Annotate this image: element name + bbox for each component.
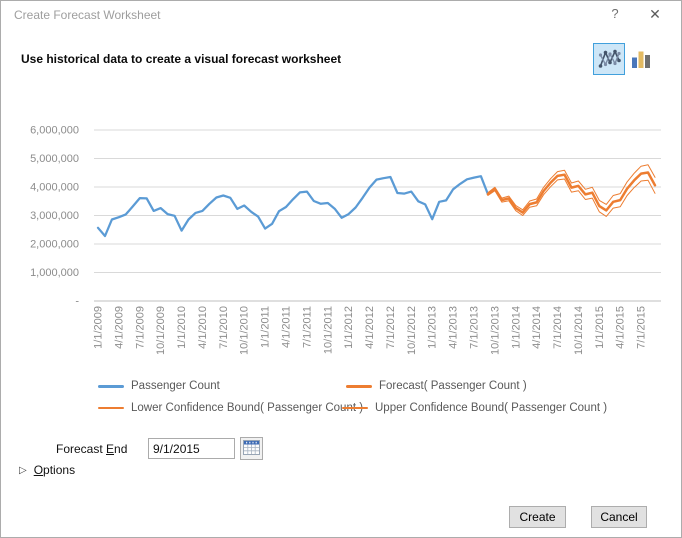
x-axis-label: 4/1/2014 — [531, 306, 543, 349]
x-axis-label: 7/1/2011 — [301, 306, 313, 348]
help-button[interactable]: ? — [603, 4, 627, 24]
x-axis-label: 1/1/2009 — [93, 306, 105, 349]
x-axis-label: 7/1/2015 — [636, 306, 648, 349]
line-chart-icon — [597, 46, 622, 73]
y-axis-label: 3,000,000 — [30, 210, 79, 222]
x-axis-label: 1/1/2012 — [343, 306, 355, 349]
x-axis-label: 7/1/2013 — [469, 306, 481, 349]
legend-swatch-forecast — [346, 384, 372, 388]
help-icon: ? — [611, 6, 619, 21]
x-axis-label: 4/1/2010 — [197, 306, 209, 349]
forecast-end-label: Forecast End — [56, 442, 128, 456]
x-axis-label: 4/1/2009 — [113, 306, 125, 349]
y-axis-label: 2,000,000 — [30, 239, 79, 251]
series-passenger-count — [96, 175, 490, 238]
cancel-button[interactable]: Cancel — [591, 506, 647, 528]
close-button[interactable]: ✕ — [643, 4, 667, 24]
dialog-subtitle: Use historical data to create a visual f… — [21, 52, 342, 66]
x-axis-label: 4/1/2013 — [448, 306, 460, 349]
x-axis-label: 7/1/2014 — [552, 306, 564, 349]
series-lower-confidence-bound — [487, 178, 656, 217]
legend-label: Upper Confidence Bound( Passenger Count … — [375, 402, 608, 414]
forecast-end-input[interactable] — [148, 438, 235, 459]
expand-triangle-icon: ▷ — [19, 464, 27, 476]
bar-chart-icon — [630, 48, 652, 73]
series-forecast — [486, 171, 657, 214]
x-axis-label: 1/1/2015 — [594, 306, 606, 349]
x-axis-label: 10/1/2013 — [489, 306, 501, 355]
forecast-preview-chart: 6,000,000 5,000,000 4,000,000 3,000,000 2,00… — [30, 125, 661, 355]
calendar-icon — [243, 439, 260, 458]
legend-label: Forecast( Passenger Count ) — [379, 380, 527, 392]
legend-item-forecast: Forecast( Passenger Count ) — [346, 379, 527, 393]
date-picker-button[interactable] — [240, 437, 263, 460]
y-axis-label: 1,000,000 — [30, 267, 79, 279]
x-axis-label: 10/1/2009 — [155, 306, 167, 355]
create-button[interactable]: Create — [509, 506, 566, 528]
legend-swatch-upper-confidence-bound — [342, 407, 368, 409]
legend-label: Lower Confidence Bound( Passenger Count … — [131, 402, 364, 414]
x-axis-label: 7/1/2010 — [218, 306, 230, 349]
y-axis-label: 6,000,000 — [30, 125, 79, 137]
legend-label: Passenger Count — [131, 380, 220, 392]
x-axis-label: 7/1/2009 — [134, 306, 146, 349]
x-axis-label: 4/1/2011 — [281, 306, 293, 348]
bar-chart-type-button[interactable] — [628, 47, 654, 73]
x-axis-label: 1/1/2010 — [176, 306, 188, 349]
x-axis-label: 10/1/2011 — [322, 306, 334, 354]
close-icon: ✕ — [649, 6, 661, 22]
legend-swatch-lower-confidence-bound — [98, 407, 124, 409]
line-chart-type-button[interactable] — [593, 43, 625, 75]
options-expander[interactable]: ▷ Options — [19, 463, 75, 477]
x-axis-label: 10/1/2012 — [406, 306, 418, 355]
options-label: Options — [33, 463, 76, 477]
legend-item-passenger-count: Passenger Count — [98, 379, 220, 393]
x-axis-label: 4/1/2012 — [364, 306, 376, 349]
x-axis-label: 4/1/2015 — [615, 306, 627, 349]
y-axis-label: 5,000,000 — [30, 153, 79, 165]
y-axis-label: - — [75, 296, 79, 308]
legend-swatch-passenger-count — [98, 384, 124, 388]
x-axis-label: 7/1/2012 — [385, 306, 397, 349]
x-axis-label: 10/1/2010 — [239, 306, 251, 355]
series-upper-confidence-bound — [487, 164, 656, 211]
x-axis-label: 1/1/2013 — [427, 306, 439, 349]
x-axis-label: 10/1/2014 — [573, 306, 585, 355]
y-axis-label: 4,000,000 — [30, 182, 79, 194]
legend-item-upper-confidence-bound: Upper Confidence Bound( Passenger Count … — [342, 401, 607, 415]
x-axis-label: 1/1/2014 — [510, 306, 522, 349]
legend-item-lower-confidence-bound: Lower Confidence Bound( Passenger Count … — [98, 401, 363, 415]
dialog-title: Create Forecast Worksheet — [14, 8, 161, 22]
x-axis-label: 1/1/2011 — [260, 306, 272, 348]
